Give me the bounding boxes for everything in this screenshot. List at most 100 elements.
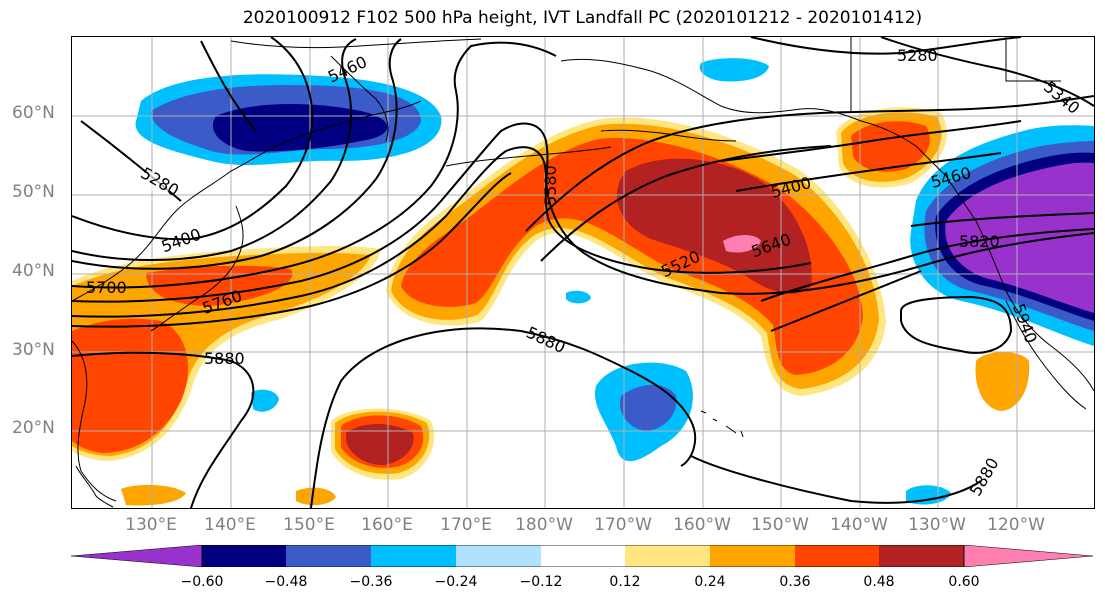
coast-alaska-pen — [600, 129, 737, 142]
contour-5460-loop — [72, 38, 357, 261]
contour-5340-nw — [200, 40, 257, 132]
shade-north-pacific-pos-strong — [616, 158, 812, 294]
lat-label-50n: 50°N — [12, 182, 55, 202]
lon-label-130e: 130°E — [125, 515, 177, 535]
lat-label-20n: 20°N — [12, 418, 55, 438]
height-contours — [72, 37, 1094, 508]
colorbar-bin-pos036 — [795, 545, 879, 567]
contour-label-5820: 5820 — [959, 232, 1000, 251]
lon-label-160e: 160°E — [361, 515, 413, 535]
colorbar-bin-neg048 — [202, 545, 286, 567]
shade-japan-pos-mid — [72, 318, 189, 453]
coast-us-west — [975, 220, 1094, 392]
shade-small-neg-2 — [566, 290, 591, 304]
hawaii-islands — [700, 410, 744, 438]
contour-label-5880-east: 5880 — [966, 454, 1003, 499]
lon-label-180w: 180°W — [515, 515, 573, 535]
contour-east-2 — [770, 270, 922, 332]
map-canvas: 5280 5400 5460 5520 5580 5640 5700 5760 … — [72, 37, 1094, 508]
lon-label-170e: 170°E — [440, 515, 492, 535]
colorbar-extend-low — [71, 545, 203, 567]
lon-label-140w: 140°W — [830, 515, 888, 535]
lon-label-120w: 120°W — [987, 515, 1045, 535]
shade-nc-small-neg — [699, 58, 769, 82]
contour-5880-loop — [310, 327, 697, 508]
lat-label-60n: 60°N — [12, 103, 55, 123]
contour-label-5340: 5340 — [1040, 77, 1083, 118]
contour-pacific-ridge-2 — [540, 145, 832, 262]
coast-baja — [1005, 300, 1087, 410]
map-panel: 5280 5400 5460 5520 5580 5640 5700 5760 … — [71, 36, 1095, 509]
lon-label-130w: 130°W — [908, 515, 966, 535]
contour-5640-ridge — [72, 122, 812, 303]
contour-5820-band — [910, 212, 1094, 227]
contour-5700-band — [72, 146, 1094, 318]
coast-canada — [860, 120, 977, 222]
lon-label-150w: 150°W — [751, 515, 809, 535]
contour-label-5880-west: 5880 — [204, 349, 245, 368]
contour-east-3 — [735, 152, 1002, 192]
contour-5940-box — [900, 295, 1013, 354]
lon-label-160w: 160°W — [673, 515, 731, 535]
contour-label-5580: 5580 — [541, 165, 560, 206]
colorbar-extend-high — [963, 545, 1093, 567]
contour-5880-a — [72, 351, 255, 508]
shade-small-neg-1 — [251, 389, 279, 412]
colorbar-bin-neg024 — [371, 545, 456, 567]
colorbar-tick-neg012: −0.12 — [519, 574, 563, 590]
coast-kamchatka — [330, 55, 389, 142]
shade-gulf-of-alaska-pos-mid — [851, 121, 930, 172]
contour-5580-trough — [72, 41, 557, 289]
map-title: 2020100912 F102 500 hPa height, IVT Land… — [242, 8, 923, 28]
colorbar-bin-neg012 — [456, 545, 541, 567]
contour-east-1 — [760, 228, 1094, 302]
lon-label-150e: 150°E — [283, 515, 335, 535]
contour-5400-west — [72, 37, 314, 241]
shade-small-neg-3 — [906, 485, 951, 505]
shade-small-pos-1 — [121, 484, 186, 506]
colorbar-tick-neg036: −0.36 — [349, 574, 393, 590]
colorbar-tick-pos048: 0.48 — [863, 574, 895, 590]
canada-interior — [850, 37, 1061, 111]
contour-pacific-ridge-1 — [525, 95, 1094, 232]
lat-label-40n: 40°N — [12, 261, 55, 281]
contour-5280-west — [80, 120, 182, 202]
shade-japan-pos-band — [146, 265, 293, 306]
colorbar — [71, 545, 1093, 567]
colorbar-tick-pos012: 0.12 — [609, 574, 641, 590]
contour-ne-1 — [880, 37, 1094, 107]
colorbar-tick-neg060: −0.60 — [180, 574, 224, 590]
contour-5880-east — [690, 455, 982, 504]
contour-5760-band — [72, 172, 512, 328]
colorbar-bin-zero — [541, 545, 625, 567]
shade-central-pacific-neg-mid — [619, 384, 677, 431]
contour-east-4 — [720, 120, 1022, 162]
lon-label-170w: 170°W — [594, 515, 652, 535]
contour-5280-ne — [750, 37, 1022, 55]
colorbar-bin-pos048 — [879, 545, 964, 567]
colorbar-tick-neg048: −0.48 — [264, 574, 308, 590]
contour-5520-a — [72, 38, 402, 270]
shade-west-pacific-pos-strong — [346, 424, 414, 465]
colorbar-bin-neg036 — [286, 545, 371, 567]
colorbar-tick-pos036: 0.36 — [779, 574, 811, 590]
negative-ivt-shading — [135, 58, 1094, 505]
colorbar-tick-pos060: 0.60 — [948, 574, 980, 590]
shade-north-pacific-pos-max — [723, 235, 761, 253]
coast-asia-mainland — [72, 100, 422, 302]
philippines — [75, 465, 114, 508]
colorbar-tick-neg024: −0.24 — [434, 574, 478, 590]
coast-alaska — [560, 58, 862, 122]
contour-label-5400-west: 5400 — [159, 225, 204, 257]
colorbar-bin-pos012 — [625, 545, 710, 567]
coastlines — [72, 37, 1094, 508]
contour-label-5280-ne: 5280 — [897, 46, 938, 65]
lon-label-140e: 140°E — [204, 515, 256, 535]
shade-small-pos-2 — [296, 487, 336, 506]
lat-label-30n: 30°N — [12, 340, 55, 360]
shade-west-coast-neg-max — [945, 162, 1094, 313]
coast-china-south — [72, 340, 117, 502]
contour-label-5700: 5700 — [86, 278, 127, 297]
colorbar-bin-pos024 — [710, 545, 795, 567]
colorbar-tick-pos024: 0.24 — [694, 574, 726, 590]
